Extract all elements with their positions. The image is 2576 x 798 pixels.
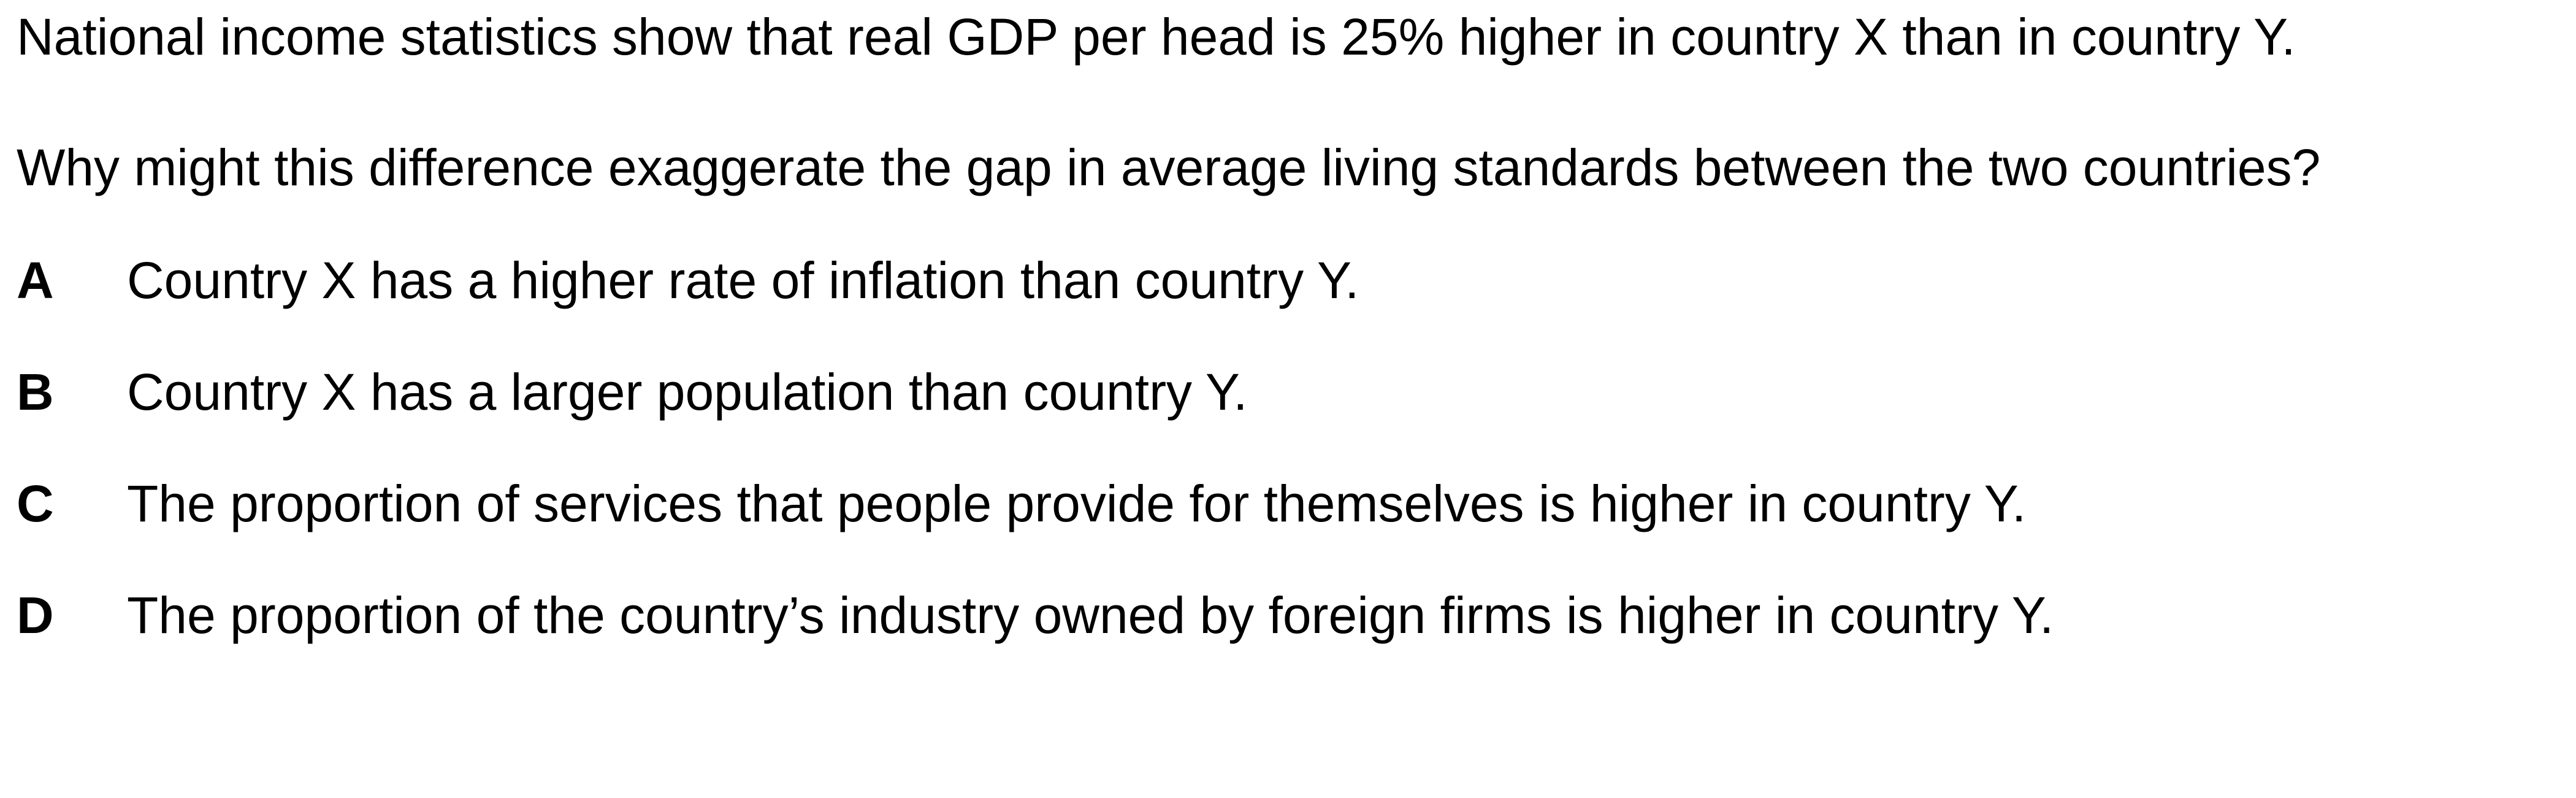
option-text: Country X has a higher rate of inflation… (127, 251, 1359, 309)
option-text: The proportion of the country’s industry… (127, 586, 2054, 644)
option-text: The proportion of services that people p… (127, 475, 2027, 532)
option-d[interactable]: D The proportion of the country’s indust… (17, 582, 2475, 648)
option-a[interactable]: A Country X has a higher rate of inflati… (17, 247, 2475, 313)
option-letter: C (17, 475, 54, 532)
answer-options: A Country X has a higher rate of inflati… (17, 247, 2475, 648)
option-c[interactable]: C The proportion of services that people… (17, 470, 2475, 537)
option-text: Country X has a larger population than c… (127, 363, 1248, 421)
question-stem: National income statistics show that rea… (17, 8, 2296, 66)
option-letter: B (17, 363, 54, 421)
question-prompt: Why might this difference exaggerate the… (17, 139, 2321, 196)
option-b[interactable]: B Country X has a larger population than… (17, 359, 2475, 425)
option-letter: D (17, 586, 54, 644)
option-letter: A (17, 251, 54, 309)
question-page: National income statistics show that rea… (17, 0, 2475, 694)
